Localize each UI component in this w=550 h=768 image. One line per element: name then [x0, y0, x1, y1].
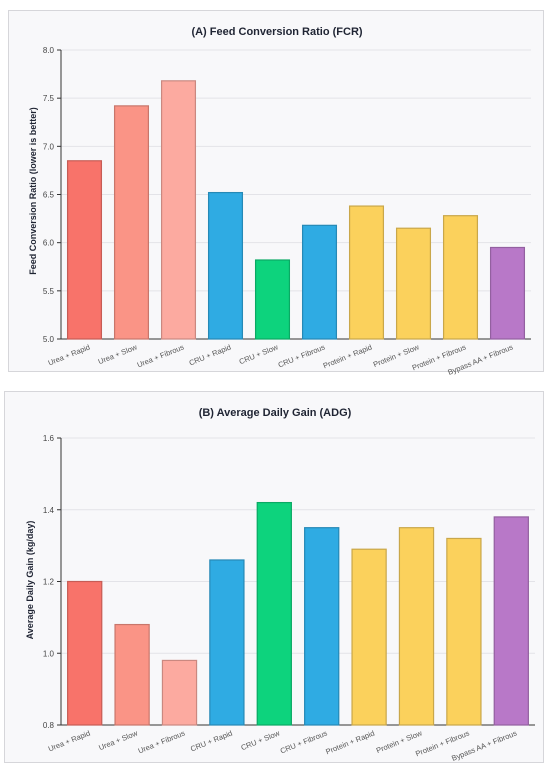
bar: [446, 537, 482, 726]
bar: [304, 527, 340, 726]
y-tick-label: 5.5: [43, 287, 55, 296]
bar: [398, 527, 435, 726]
bar: [161, 659, 198, 726]
bar: [395, 227, 432, 340]
y-tick-label: 5.0: [43, 335, 55, 344]
y-axis-label: Feed Conversion Ratio (lower is better): [28, 107, 38, 275]
x-tick-label: CRU + Slow: [240, 728, 282, 752]
fcr-chart: (A) Feed Conversion Ratio (FCR) Feed Con…: [28, 26, 531, 377]
bar: [351, 548, 387, 726]
x-tick-label: Protein + Rapid: [324, 729, 376, 757]
chart-panel-adg: (B) Average Daily Gain (ADG) Average Dai…: [4, 391, 544, 763]
bar: [489, 246, 526, 340]
chart-panel-fcr: (A) Feed Conversion Ratio (FCR) Feed Con…: [8, 10, 544, 377]
bar: [67, 580, 103, 726]
x-tick-label: Urea + Slow: [97, 728, 139, 752]
adg-chart: (B) Average Daily Gain (ADG) Average Dai…: [25, 407, 535, 763]
bar: [493, 516, 529, 726]
x-tick-label: CRU + Rapid: [188, 343, 233, 368]
x-tick-label: Protein + Rapid: [322, 343, 374, 371]
bar: [66, 160, 103, 340]
bar: [348, 205, 385, 340]
y-tick-label: 7.5: [43, 94, 55, 103]
y-tick-label: 6.0: [43, 239, 55, 248]
y-axis-label: Average Daily Gain (kg/day): [25, 521, 35, 640]
x-tick-label: Urea + Rapid: [47, 729, 92, 754]
y-tick-label: 0.8: [43, 721, 55, 730]
x-tick-label: CRU + Fibrous: [279, 728, 329, 755]
bar: [442, 215, 479, 340]
bar: [113, 105, 150, 340]
x-tick-label: Urea + Rapid: [47, 343, 92, 368]
chart-title: (A) Feed Conversion Ratio (FCR): [191, 26, 362, 38]
y-tick-label: 1.0: [43, 649, 55, 658]
bar: [114, 623, 150, 726]
y-tick-label: 6.5: [43, 191, 55, 200]
bar: [256, 501, 292, 726]
bar: [207, 191, 244, 340]
y-tick-label: 7.0: [43, 142, 55, 151]
bar: [301, 224, 338, 340]
x-tick-label: Urea + Fibrous: [137, 728, 187, 755]
x-tick-label: CRU + Slow: [238, 342, 280, 366]
x-tick-label: Urea + Slow: [97, 342, 139, 366]
x-tick-label: Urea + Fibrous: [136, 342, 186, 369]
chart-title: (B) Average Daily Gain (ADG): [199, 407, 352, 419]
bar: [209, 559, 245, 726]
y-tick-label: 1.2: [43, 578, 55, 587]
y-tick-label: 1.4: [43, 506, 55, 515]
bar: [254, 259, 291, 340]
x-tick-label: CRU + Rapid: [189, 729, 234, 754]
x-tick-label: CRU + Fibrous: [277, 342, 327, 369]
y-tick-label: 8.0: [43, 46, 55, 55]
bar: [160, 80, 197, 340]
y-tick-label: 1.6: [43, 434, 55, 443]
